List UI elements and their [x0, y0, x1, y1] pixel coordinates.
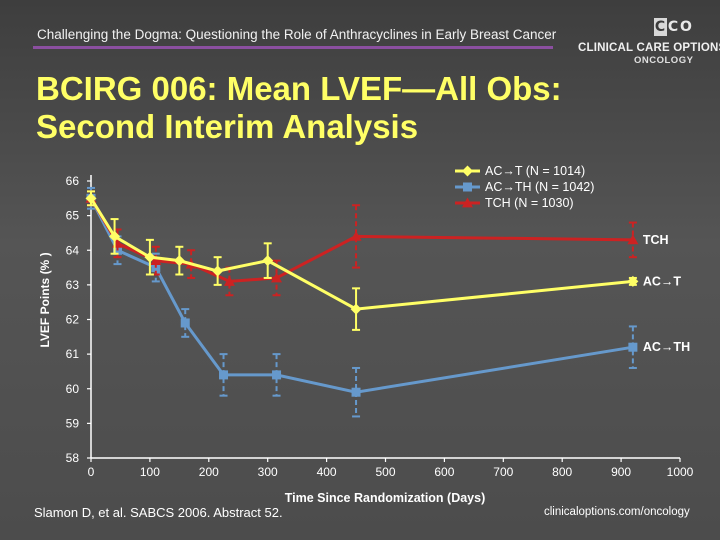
x-tick-label: 400 — [317, 465, 337, 479]
y-tick-label: 58 — [66, 451, 80, 465]
y-tick-label: 63 — [66, 278, 80, 292]
series-line — [89, 197, 634, 311]
data-point — [262, 255, 274, 267]
x-tick-label: 100 — [140, 465, 160, 479]
logo-letter: C — [667, 19, 680, 35]
x-tick-label: 300 — [258, 465, 278, 479]
data-point — [627, 234, 639, 245]
data-point — [627, 275, 639, 287]
logo-text-line2: ONCOLOGY — [634, 55, 694, 66]
data-point — [212, 265, 224, 277]
legend-label: TCH (N = 1030) — [485, 196, 574, 210]
legend-marker — [462, 165, 473, 177]
x-tick-label: 0 — [88, 465, 95, 479]
x-tick-label: 200 — [199, 465, 219, 479]
series-end-label: AC→T — [643, 274, 682, 288]
legend-marker — [462, 197, 473, 208]
logo-letter: O — [680, 19, 693, 35]
series-end-label: AC→TH — [643, 340, 690, 354]
y-tick-label: 65 — [66, 209, 80, 223]
footer-url[interactable]: clinicaloptions.com/oncology — [544, 506, 690, 518]
data-point — [144, 251, 156, 263]
data-point — [272, 370, 282, 380]
x-tick-label: 800 — [552, 465, 572, 479]
data-point — [350, 230, 362, 241]
x-tick-label: 1000 — [667, 465, 694, 479]
y-tick-label: 61 — [66, 347, 80, 361]
header-rule — [33, 46, 553, 49]
citation: Slamon D, et al. SABCS 2006. Abstract 52… — [34, 505, 283, 520]
slide-title-line2: Second Interim Analysis — [36, 108, 419, 145]
series-line — [89, 197, 633, 283]
x-axis-label: Time Since Randomization (Days) — [285, 491, 486, 505]
series-acth: AC→TH — [86, 186, 690, 418]
header-title: Challenging the Dogma: Questioning the R… — [37, 27, 557, 42]
y-axis-label: LVEF Points (% ) — [38, 252, 52, 347]
data-point — [180, 318, 190, 328]
data-point — [351, 387, 361, 397]
logo-mark: C CO — [654, 18, 698, 40]
legend: AC→T (N = 1014) AC→TH (N = 1042) TCH (N = … — [455, 164, 594, 210]
y-tick-label: 60 — [66, 382, 80, 396]
series-line — [89, 197, 634, 394]
data-point — [173, 255, 185, 267]
slide-title-line1: BCIRG 006: Mean LVEF—All Obs: — [36, 70, 562, 107]
y-tick-label: 59 — [66, 416, 80, 430]
clinical-care-options-logo: C CO CLINICAL CARE OPTIONS ONCOLOGY — [578, 18, 720, 68]
x-tick-label: 600 — [434, 465, 454, 479]
y-tick-label: 62 — [66, 313, 80, 327]
logo-text-line1: CLINICAL CARE OPTIONS — [578, 42, 720, 54]
slide-title: BCIRG 006: Mean LVEF—All Obs: Second Int… — [36, 70, 656, 146]
data-point — [150, 255, 162, 266]
data-point — [271, 272, 283, 283]
y-tick-label: 64 — [66, 243, 80, 257]
data-point — [109, 230, 121, 242]
data-point — [350, 303, 362, 315]
legend-label: AC→TH (N = 1042) — [485, 180, 594, 194]
y-tick-label: 66 — [66, 174, 80, 188]
x-tick-label: 700 — [493, 465, 513, 479]
series-end-label: TCH — [643, 233, 669, 247]
data-point — [85, 192, 97, 204]
x-tick-label: 900 — [611, 465, 631, 479]
x-tick-label: 500 — [375, 465, 395, 479]
data-point — [223, 275, 235, 286]
data-point — [219, 370, 229, 380]
series-act: AC→T — [85, 190, 682, 331]
legend-label: AC→T (N = 1014) — [485, 164, 585, 178]
logo-letter: C — [654, 18, 667, 36]
legend-marker — [463, 182, 472, 192]
series-tch: TCH — [85, 190, 669, 297]
data-point — [628, 342, 638, 352]
